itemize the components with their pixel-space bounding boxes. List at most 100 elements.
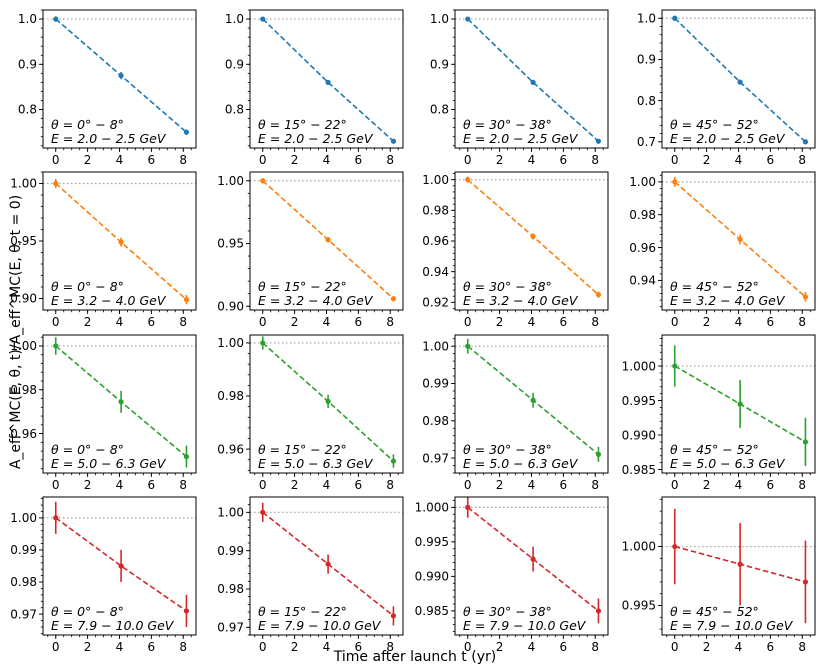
y-tick-label: 0.9 xyxy=(225,57,244,71)
energy-annotation: E = 7.9 − 10.0 GeV xyxy=(51,618,175,633)
y-tick-label: 0.94 xyxy=(422,265,449,279)
x-tick-label: 4 xyxy=(323,640,331,654)
data-point xyxy=(595,451,602,457)
y-tick-label: 0.985 xyxy=(415,604,449,618)
plot-frame xyxy=(42,9,197,149)
x-tick-label: 6 xyxy=(148,153,156,167)
x-tick-label: 4 xyxy=(116,153,124,167)
data-point xyxy=(465,16,471,22)
x-tick-label: 6 xyxy=(560,315,568,329)
plot-frame xyxy=(42,334,197,474)
data-point xyxy=(672,363,678,369)
y-tick-label: 1.00 xyxy=(217,174,244,188)
series-line xyxy=(262,18,394,142)
theta-annotation: θ = 30° − 38° xyxy=(463,279,552,294)
plot-frame xyxy=(661,496,816,636)
data-point xyxy=(390,138,397,144)
subplot-r2-c1: 0.96 0.98 1.00 0 2 4 6 8 θ = 15° − 22°E = 5.0 − … xyxy=(217,334,404,492)
x-tick-label: 2 xyxy=(84,478,92,492)
x-tick-label: 0 xyxy=(259,640,267,654)
x-tick-label: 6 xyxy=(560,478,568,492)
y-tick-label: 0.99 xyxy=(422,377,449,391)
y-tick-label: 1.00 xyxy=(422,173,449,187)
x-tick-label: 6 xyxy=(355,640,363,654)
x-tick-label: 8 xyxy=(591,478,599,492)
x-tick-label: 0 xyxy=(671,315,679,329)
y-tick-label: 0.990 xyxy=(622,428,656,442)
y-tick-label: 0.8 xyxy=(637,94,656,108)
data-point xyxy=(737,561,743,567)
subplot-r3-c2: 0.985 0.990 0.995 1.000 0 2 4 6 8 θ = 30° − 38°E … xyxy=(415,496,609,654)
y-tick-label: 1.00 xyxy=(217,336,244,350)
data-point xyxy=(260,16,266,22)
y-tick-label: 0.90 xyxy=(217,299,244,313)
data-point xyxy=(530,233,536,239)
x-tick-label: 6 xyxy=(767,640,775,654)
energy-annotation: E = 2.0 − 2.5 GeV xyxy=(463,131,579,146)
data-point xyxy=(672,15,678,21)
x-tick-label: 6 xyxy=(767,315,775,329)
theta-annotation: θ = 45° − 52° xyxy=(670,117,759,132)
data-point xyxy=(118,563,124,569)
x-axis-title: Time after launch t (yr) xyxy=(333,649,496,664)
y-tick-label: 1.00 xyxy=(422,339,449,353)
energy-annotation: E = 2.0 − 2.5 GeV xyxy=(51,131,167,146)
data-point xyxy=(183,608,190,614)
data-point xyxy=(737,79,743,85)
theta-annotation: θ = 15° − 22° xyxy=(258,117,347,132)
panel-grid: 0.80.91.00 2 4 6 8θ = 0° − 8°E = 2.0 − 2.5 G… xyxy=(10,9,816,654)
y-tick-label: 0.94 xyxy=(629,274,656,288)
x-tick-label: 0 xyxy=(671,478,679,492)
data-point xyxy=(802,439,809,445)
y-tick-label: 1.00 xyxy=(217,506,244,520)
x-tick-label: 0 xyxy=(259,315,267,329)
data-point xyxy=(802,579,809,585)
x-tick-label: 0 xyxy=(464,153,472,167)
x-tick-label: 6 xyxy=(767,153,775,167)
plot-frame xyxy=(249,496,404,636)
y-tick-label: 0.995 xyxy=(415,535,449,549)
theta-annotation: θ = 45° − 52° xyxy=(670,604,759,619)
data-point xyxy=(595,608,602,614)
data-point xyxy=(325,79,331,85)
subplot-r3-c0: 0.97 0.98 0.99 1.00 0 2 4 6 8 θ = 0° − 8°E = 7.9 … xyxy=(10,496,197,654)
x-tick-label: 8 xyxy=(386,153,394,167)
subplot-r3-c3: 0.995 1.000 0 2 4 6 8 θ = 45° − 52°E = 7.9 − 10… xyxy=(622,496,816,654)
x-tick-label: 8 xyxy=(179,153,187,167)
data-point xyxy=(53,515,59,521)
energy-annotation: E = 5.0 − 6.3 GeV xyxy=(463,456,579,471)
data-point xyxy=(118,239,124,245)
subplot-r0-c2: 0.8 0.9 1.0 0 2 4 6 8 θ = 30° − 38°E = 2.0 − 2.5… xyxy=(430,9,609,167)
data-point xyxy=(53,16,59,22)
plot-frame xyxy=(454,496,609,636)
data-point xyxy=(530,556,536,562)
x-tick-label: 4 xyxy=(735,478,743,492)
y-tick-label: 1.0 xyxy=(430,12,449,26)
x-tick-label: 4 xyxy=(116,478,124,492)
data-point xyxy=(260,509,266,515)
y-tick-label: 0.995 xyxy=(622,599,656,613)
energy-annotation: E = 3.2 − 4.0 GeV xyxy=(51,293,167,308)
data-point xyxy=(737,401,743,407)
data-point xyxy=(390,613,397,619)
subplot-r0-c3: 0.7 0.8 0.9 1.0 0 2 4 6 8 θ = 45° − 52°E = 2.0 − … xyxy=(637,9,816,167)
y-tick-label: 0.99 xyxy=(217,544,244,558)
x-tick-label: 0 xyxy=(259,153,267,167)
x-tick-label: 6 xyxy=(355,315,363,329)
data-point xyxy=(465,177,471,183)
energy-annotation: E = 3.2 − 4.0 GeV xyxy=(258,293,374,308)
x-tick-label: 0 xyxy=(259,478,267,492)
data-point xyxy=(737,236,743,242)
subplot-r2-c0: 0.96 0.98 1.00 0 2 4 6 8 θ = 0° − 8°E = 5.0 − 6.… xyxy=(10,334,197,492)
theta-annotation: θ = 15° − 22° xyxy=(258,604,347,619)
x-tick-label: 6 xyxy=(355,478,363,492)
y-tick-label: 1.000 xyxy=(622,359,656,373)
y-tick-label: 0.95 xyxy=(217,237,244,251)
theta-annotation: θ = 15° − 22° xyxy=(258,279,347,294)
y-tick-label: 0.98 xyxy=(217,582,244,596)
energy-annotation: E = 2.0 − 2.5 GeV xyxy=(670,131,786,146)
plot-frame xyxy=(661,334,816,474)
x-tick-label: 2 xyxy=(496,640,504,654)
x-tick-label: 0 xyxy=(464,315,472,329)
x-tick-label: 4 xyxy=(735,640,743,654)
